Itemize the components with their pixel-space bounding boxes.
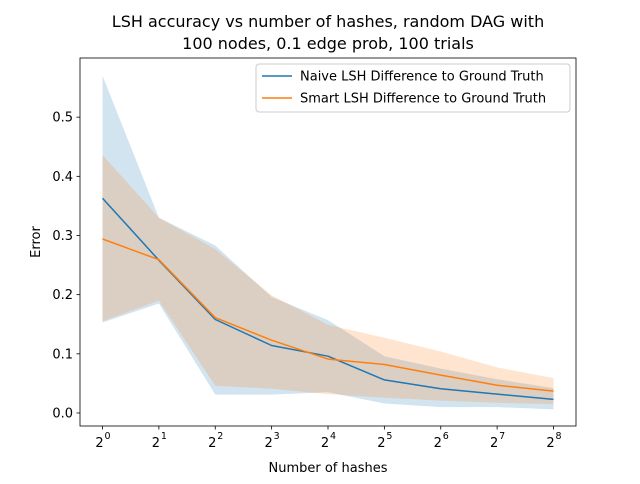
x-tick-label-base: 2 [490, 436, 498, 451]
legend-label-series-1: Smart LSH Difference to Ground Truth [300, 92, 546, 107]
y-tick-label: 0.2 [52, 288, 73, 303]
y-tick-label: 0.0 [52, 406, 73, 421]
x-tick-label-base: 2 [95, 436, 103, 451]
x-tick-label-exponent: 3 [274, 431, 280, 442]
y-tick-label: 0.3 [52, 229, 73, 244]
x-tick-label-base: 2 [208, 436, 216, 451]
x-tick-label-base: 2 [321, 436, 329, 451]
x-tick-label-exponent: 7 [499, 431, 505, 442]
chart-title-line-2: 100 nodes, 0.1 edge prob, 100 trials [182, 34, 474, 53]
x-tick-label-exponent: 8 [555, 431, 561, 442]
y-tick-label: 0.5 [52, 111, 73, 126]
chart-title-line-1: LSH accuracy vs number of hashes, random… [112, 12, 544, 31]
x-tick-label-exponent: 2 [217, 431, 223, 442]
y-tick-label: 0.4 [52, 170, 73, 185]
x-tick-label-exponent: 4 [330, 431, 336, 442]
x-tick-label-base: 2 [152, 436, 160, 451]
x-tick-label-base: 2 [377, 436, 385, 451]
y-tick-label: 0.1 [52, 347, 73, 362]
x-axis-label: Number of hashes [268, 461, 387, 476]
x-tick-label-base: 2 [546, 436, 554, 451]
x-tick-label-exponent: 1 [161, 431, 167, 442]
y-axis-label: Error [29, 226, 44, 258]
legend-label-series-0: Naive LSH Difference to Ground Truth [300, 70, 544, 85]
x-tick-label-base: 2 [434, 436, 442, 451]
x-tick-label-exponent: 0 [104, 431, 110, 442]
x-tick-label-exponent: 5 [386, 431, 392, 442]
legend: Naive LSH Difference to Ground Truth Smar… [256, 64, 570, 112]
x-tick-label-base: 2 [264, 436, 272, 451]
x-tick-label-exponent: 6 [443, 431, 449, 442]
